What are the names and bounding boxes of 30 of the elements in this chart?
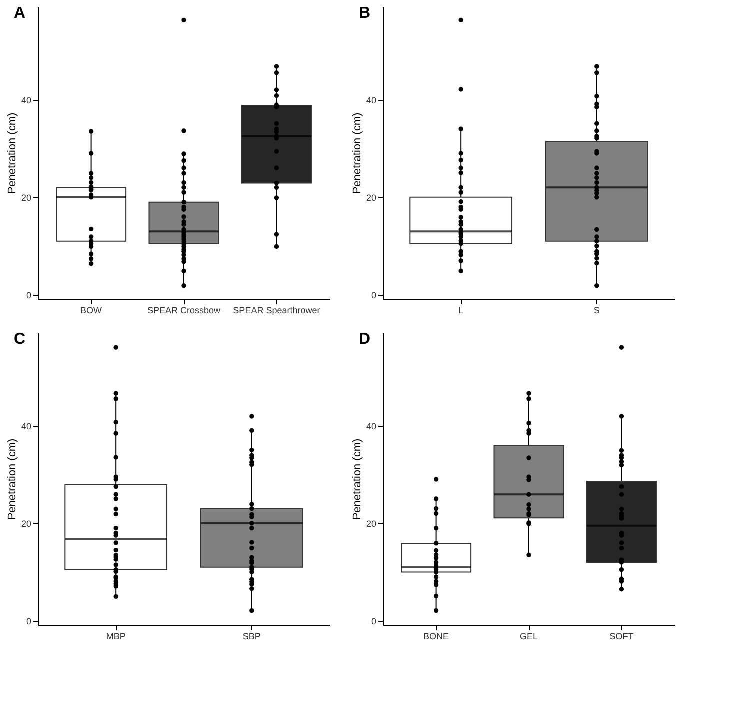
y-tick-label: 20: [366, 192, 376, 203]
y-tick-label: 0: [371, 616, 376, 627]
x-tick-label: BOW: [80, 306, 103, 316]
y-tick-label: 0: [26, 290, 32, 301]
x-tick-label: L: [458, 306, 464, 316]
y-tick-label: 40: [21, 421, 32, 432]
chart-title: B: [358, 5, 371, 22]
chart-title: C: [14, 331, 26, 348]
x-tick-label: GEL: [520, 632, 538, 642]
chart-title: A: [14, 5, 26, 22]
y-tick-label: 40: [21, 95, 32, 106]
y-tick-label: 40: [366, 421, 376, 432]
chart-title: D: [358, 331, 371, 348]
x-tick-label: SPEAR Crossbow: [147, 306, 222, 316]
y-tick-label: 0: [371, 290, 376, 301]
x-tick-label: SPEAR Spearthrower: [233, 306, 320, 316]
x-tick-label: BONE: [424, 632, 450, 642]
x-tick-label: SOFT: [610, 632, 634, 642]
y-tick-label: 40: [366, 95, 376, 106]
x-tick-label: S: [594, 306, 600, 316]
y-axis-title: Penetration (cm): [6, 438, 18, 520]
y-tick-label: 0: [26, 616, 32, 627]
y-axis-title: Penetration (cm): [351, 112, 364, 194]
y-tick-label: 20: [21, 192, 32, 203]
y-tick-label: 20: [366, 518, 376, 529]
x-tick-label: SBP: [242, 632, 261, 642]
y-tick-label: 20: [21, 518, 32, 529]
x-tick-label: MBP: [106, 632, 126, 642]
y-axis-title: Penetration (cm): [351, 438, 364, 520]
y-axis-title: Penetration (cm): [6, 112, 18, 194]
